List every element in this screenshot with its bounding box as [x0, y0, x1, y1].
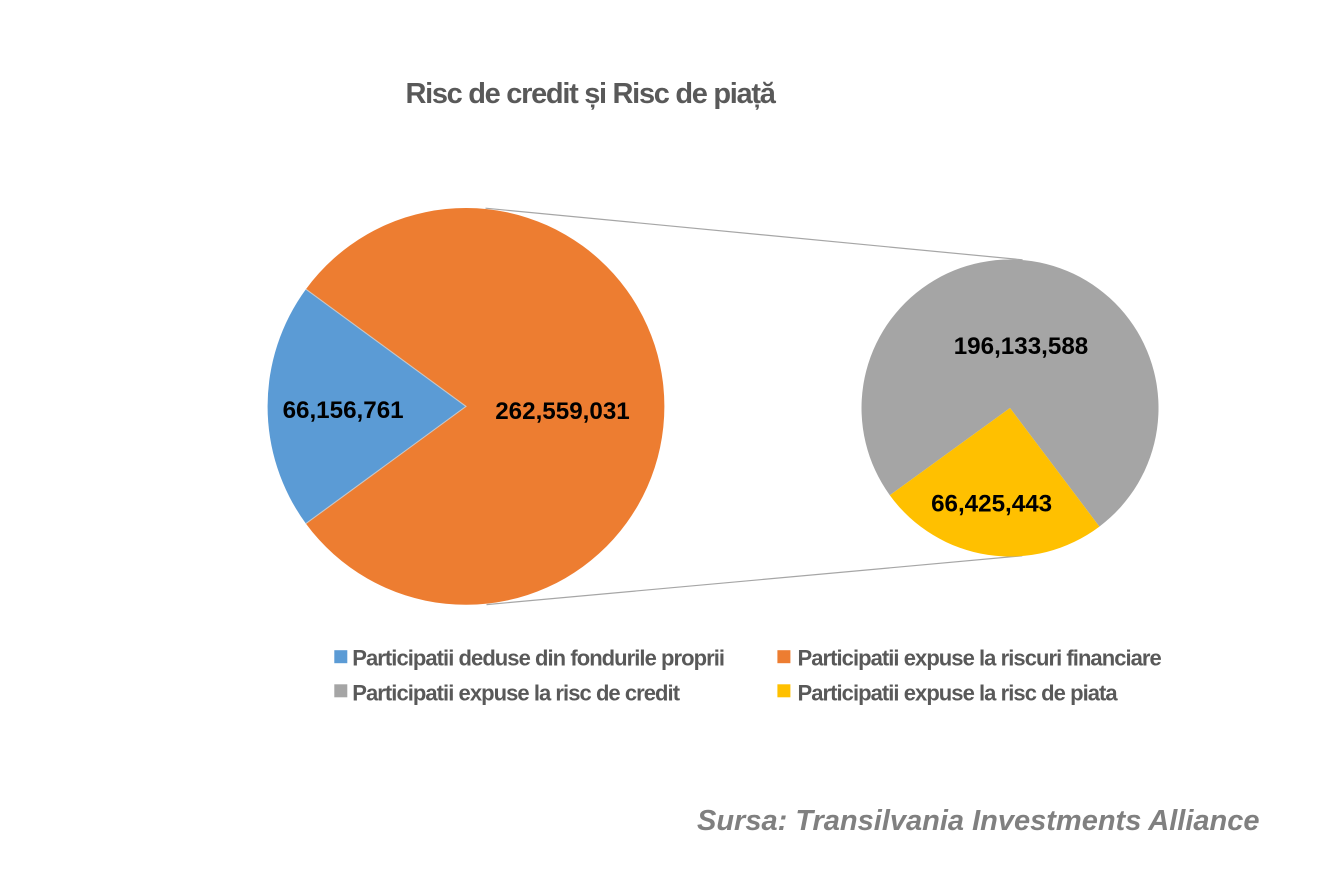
- svg-text:196,133,588: 196,133,588: [954, 333, 1089, 360]
- svg-text:66,425,443: 66,425,443: [931, 491, 1052, 518]
- svg-text:Participatii expuse la riscuri: Participatii expuse la riscuri financiar…: [798, 646, 1162, 671]
- svg-text:262,559,031: 262,559,031: [495, 398, 630, 425]
- svg-text:Participatii expuse la risc de: Participatii expuse la risc de piata: [798, 681, 1119, 706]
- svg-text:Risc de credit și Risc de piaț: Risc de credit și Risc de piață: [405, 78, 776, 110]
- svg-text:Sursa: Transilvania Investment: Sursa: Transilvania Investments Alliance: [697, 805, 1260, 837]
- svg-text:Participatii expuse la risc de: Participatii expuse la risc de credit: [352, 681, 680, 706]
- svg-text:66,156,761: 66,156,761: [283, 397, 404, 424]
- svg-text:Participatii deduse din fondur: Participatii deduse din fondurile propri…: [352, 646, 724, 671]
